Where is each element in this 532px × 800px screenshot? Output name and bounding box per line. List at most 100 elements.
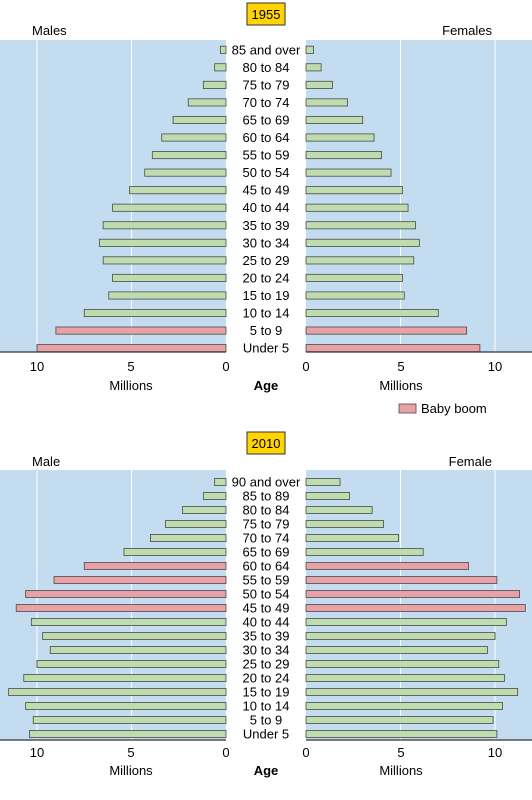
bar-male-17 (32, 716, 227, 724)
age-label: 15 to 19 (243, 288, 290, 303)
bar-females-0 (305, 45, 314, 54)
center-label-1955: Age (254, 378, 279, 393)
bar-male-2 (182, 506, 227, 514)
bar-female-0 (305, 478, 341, 486)
bar-males-11 (98, 238, 227, 247)
bar-male-0 (214, 478, 227, 486)
xlabel-right-1955: Millions (379, 378, 423, 393)
title-box-1955 (246, 2, 286, 26)
bar-females-6 (305, 151, 382, 160)
age-label: 25 to 29 (243, 253, 290, 268)
plot-bg-left-1955 (0, 40, 226, 352)
age-label: 90 and over (232, 475, 301, 490)
age-label: 65 to 69 (243, 545, 290, 560)
legend-label-baby-boom: Baby boom (421, 401, 487, 416)
pyramid-1955: 1955 Males Females 85 and over 80 to 84 75… (0, 2, 532, 416)
age-label: 15 to 19 (243, 685, 290, 700)
age-label: 20 to 24 (243, 671, 290, 686)
bar-female-3 (305, 520, 384, 528)
bar-males-17 (36, 344, 227, 353)
bar-male-1 (202, 492, 227, 500)
bar-females-12 (305, 256, 415, 265)
bar-males-16 (55, 326, 227, 335)
chart-title-1955: 1955 (252, 7, 281, 22)
plot-bg-right-1955 (306, 40, 532, 352)
bar-female-1 (305, 492, 350, 500)
bar-male-14 (23, 674, 227, 682)
age-label: 75 to 79 (243, 517, 290, 532)
legend-swatch-baby-boom (398, 403, 417, 414)
age-label: 5 to 9 (250, 713, 283, 728)
xtick-1955-right-5: 5 (397, 359, 404, 374)
bar-males-10 (102, 221, 227, 230)
bar-female-4 (305, 534, 400, 542)
age-label: Under 5 (243, 341, 289, 356)
xtick-2010-left-10: 10 (30, 745, 44, 760)
bars-2010 (8, 478, 526, 738)
bar-female-9 (305, 604, 526, 612)
right-label-2010: Female (449, 454, 492, 469)
xtick-2010-right-5: 5 (397, 745, 404, 760)
age-label: 30 to 34 (243, 643, 290, 658)
bar-male-16 (25, 702, 227, 710)
bar-males-9 (112, 203, 227, 212)
age-label: 65 to 69 (243, 112, 290, 127)
age-label: 50 to 54 (243, 165, 290, 180)
xlabel-right-2010: Millions (379, 763, 423, 778)
bar-males-15 (83, 309, 227, 318)
age-label: 25 to 29 (243, 657, 290, 672)
bar-males-13 (112, 273, 227, 282)
bar-females-13 (305, 273, 403, 282)
bar-female-5 (305, 548, 424, 556)
bar-female-13 (305, 660, 500, 668)
bar-females-1 (305, 63, 322, 72)
age-label: 20 to 24 (243, 270, 290, 285)
age-label: 70 to 74 (243, 95, 290, 110)
bar-females-7 (305, 168, 392, 177)
bar-male-12 (49, 646, 227, 654)
bar-male-15 (8, 688, 227, 696)
bar-male-13 (36, 660, 227, 668)
bar-males-14 (108, 291, 227, 300)
right-label-1955: Females (442, 23, 492, 38)
xtick-2010-left-5: 5 (127, 745, 134, 760)
xlabel-left-2010: Millions (109, 763, 153, 778)
bar-females-4 (305, 115, 364, 124)
age-label: 45 to 49 (243, 601, 290, 616)
bar-male-5 (123, 548, 227, 556)
age-label: 75 to 79 (243, 77, 290, 92)
bar-male-4 (149, 534, 227, 542)
bar-female-12 (305, 646, 488, 654)
age-label: 55 to 59 (243, 573, 290, 588)
bar-male-6 (83, 562, 227, 570)
chart-title-2010: 2010 (252, 436, 281, 451)
age-label: 50 to 54 (243, 587, 290, 602)
bar-females-16 (305, 326, 468, 335)
age-label: 85 to 89 (243, 489, 290, 504)
xtick-1955-right-10: 10 (488, 359, 502, 374)
xlabel-left-1955: Millions (109, 378, 153, 393)
xtick-1955-right-0: 0 (302, 359, 309, 374)
bar-female-10 (305, 618, 507, 626)
legend: Baby boom (398, 401, 487, 416)
bar-females-8 (305, 186, 403, 195)
bar-males-0 (219, 45, 227, 54)
bar-female-6 (305, 562, 469, 570)
xtick-1955-left-5: 5 (127, 359, 134, 374)
bar-males-8 (129, 186, 227, 195)
bars-1955 (36, 45, 481, 353)
bar-female-15 (305, 688, 519, 696)
age-label: 60 to 64 (243, 559, 290, 574)
bar-males-6 (151, 151, 227, 160)
bar-male-9 (15, 604, 227, 612)
bar-females-10 (305, 221, 417, 230)
bar-male-11 (42, 632, 227, 640)
age-label: 30 to 34 (243, 235, 290, 250)
bar-males-12 (102, 256, 227, 265)
bar-females-2 (305, 80, 333, 89)
bar-males-2 (202, 80, 227, 89)
bar-females-9 (305, 203, 409, 212)
bar-female-14 (305, 674, 505, 682)
